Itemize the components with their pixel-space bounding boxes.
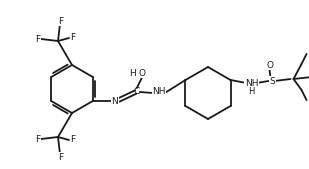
Text: H: H — [248, 87, 255, 95]
Text: NH: NH — [152, 88, 166, 96]
Text: S: S — [270, 77, 275, 86]
Text: F: F — [70, 136, 76, 144]
Text: H: H — [129, 68, 136, 78]
Text: NH: NH — [245, 79, 258, 89]
Text: F: F — [70, 33, 76, 42]
Text: N: N — [112, 96, 118, 105]
Text: F: F — [58, 152, 64, 162]
Text: F: F — [36, 135, 40, 143]
Text: C: C — [134, 87, 140, 95]
Text: F: F — [36, 34, 40, 43]
Text: F: F — [58, 17, 64, 26]
Text: O: O — [266, 61, 273, 69]
Text: O: O — [138, 68, 145, 78]
